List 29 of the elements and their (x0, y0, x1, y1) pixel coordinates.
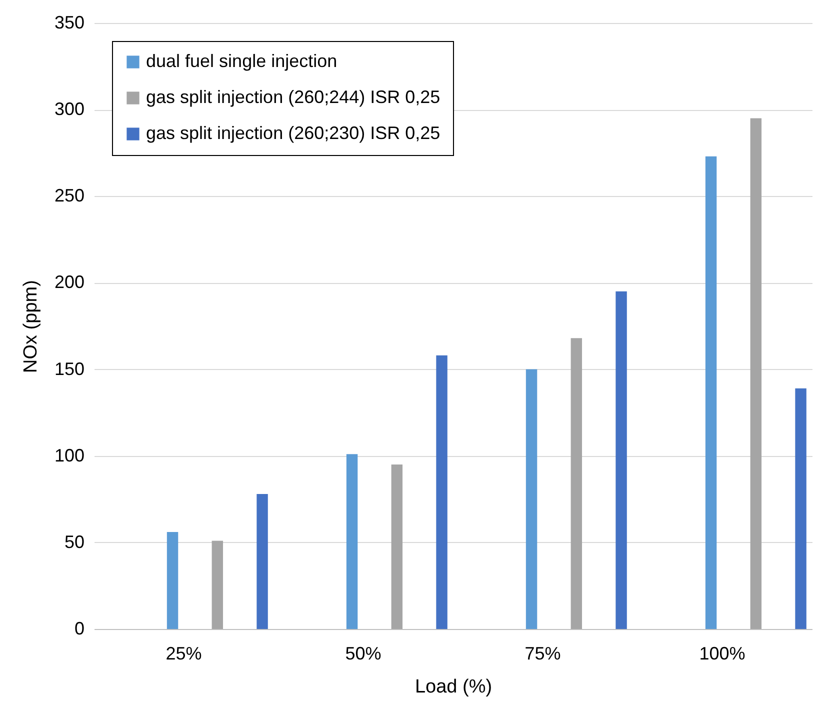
bar (212, 540, 224, 629)
bar (391, 464, 403, 629)
legend-label: gas split injection (260;230) ISR 0,25 (146, 123, 440, 143)
bar (616, 291, 627, 629)
y-tick-label: 100 (54, 445, 84, 466)
bar (346, 454, 358, 629)
bar (256, 494, 268, 629)
x-tick-label: 50% (345, 644, 382, 664)
legend-label: gas split injection (260;244) ISR 0,25 (146, 87, 440, 107)
bar (705, 156, 717, 629)
y-tick-label: 0 (74, 618, 84, 638)
legend-label: dual fuel single injection (146, 51, 338, 71)
bar (526, 369, 538, 629)
bar (750, 118, 762, 629)
x-axis-title: Load (%) (414, 676, 492, 698)
bar (436, 355, 448, 629)
y-tick-label: 50 (64, 532, 84, 552)
x-tick-label: 25% (166, 644, 202, 664)
y-tick-label: 350 (54, 12, 84, 32)
y-tick-label: 150 (54, 358, 84, 379)
y-axis-title: NOx (ppm) (20, 280, 42, 373)
bar (795, 388, 806, 629)
y-tick-label: 250 (54, 186, 84, 206)
bar (570, 338, 582, 629)
y-tick-label: 200 (54, 272, 84, 292)
x-tick-label: 100% (699, 644, 746, 664)
bar (166, 532, 178, 629)
x-tick-label: 75% (524, 644, 561, 664)
y-tick-label: 300 (54, 99, 84, 120)
